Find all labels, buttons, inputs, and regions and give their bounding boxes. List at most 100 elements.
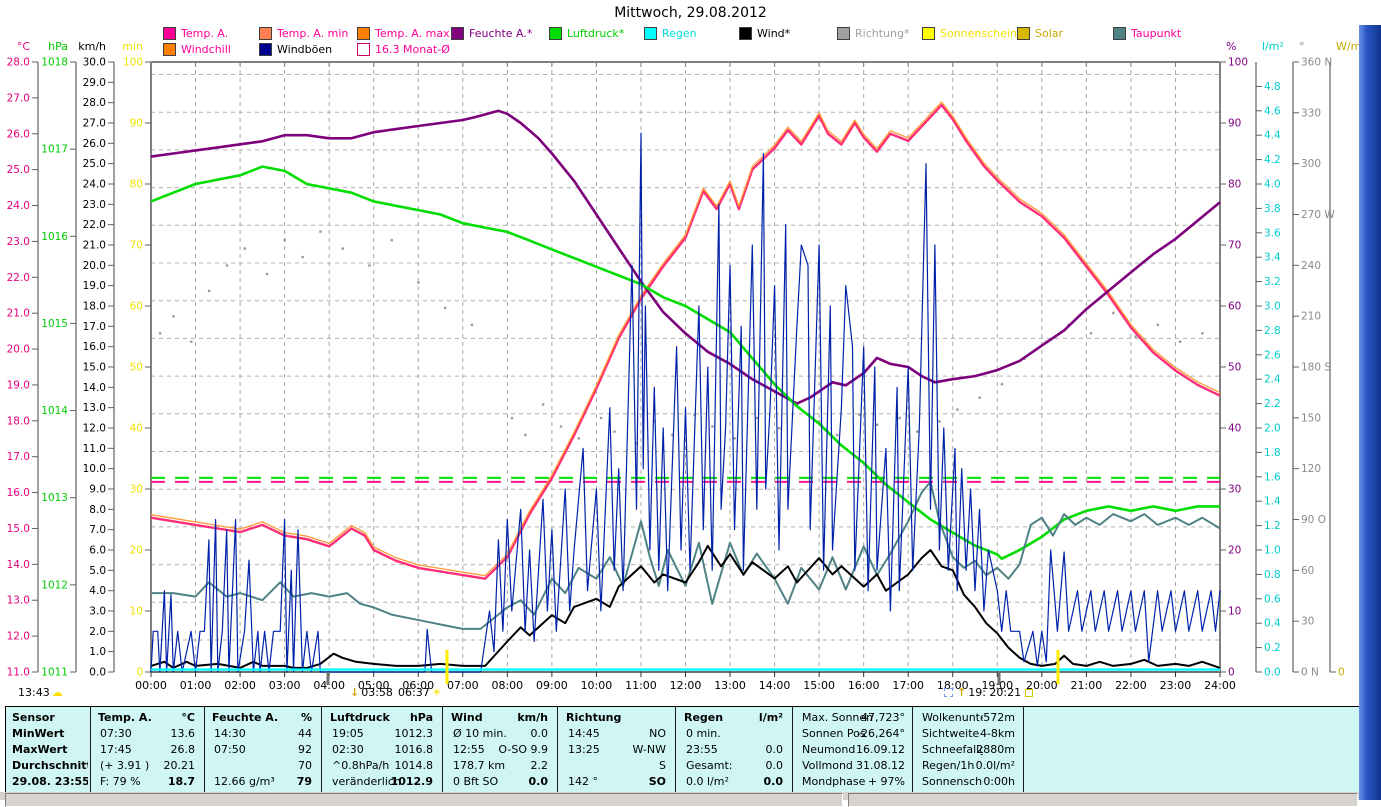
column-header: Feuchte A.	[212, 711, 279, 724]
svg-text:03:00: 03:00	[269, 679, 301, 692]
svg-text:13:00: 13:00	[714, 679, 746, 692]
cell-value: 0.0	[765, 743, 784, 756]
svg-text:1016: 1016	[41, 231, 68, 243]
legend-item-r1-2: Temp. A. max	[357, 27, 450, 40]
row-label: 29.08. 23:55	[12, 775, 88, 788]
svg-text:05:00: 05:00	[358, 679, 390, 692]
svg-text:16.0: 16.0	[83, 341, 106, 353]
svg-text:4.6: 4.6	[1264, 105, 1281, 117]
table-divider	[321, 707, 322, 792]
svg-text:1.0: 1.0	[1264, 545, 1281, 557]
svg-text:21.0: 21.0	[7, 308, 30, 320]
marker-evening: ↑ 19: 20:21	[944, 686, 1034, 699]
svg-text:30: 30	[1228, 484, 1241, 496]
svg-text:5.0: 5.0	[89, 565, 106, 577]
cell-info: 14:30	[214, 727, 246, 740]
svg-text:16:00: 16:00	[848, 679, 880, 692]
svg-text:80: 80	[130, 179, 143, 191]
table-divider	[1023, 707, 1024, 792]
svg-text:0.6: 0.6	[1264, 593, 1281, 605]
svg-text:0: 0	[136, 667, 143, 679]
svg-text:0: 0	[1228, 667, 1235, 679]
svg-text:29.0: 29.0	[83, 77, 106, 89]
cell-value: 572m	[983, 711, 1015, 724]
legend-swatch-icon	[739, 27, 752, 40]
legend-item-r1-4: Luftdruck*	[549, 27, 624, 40]
cell-value: 0.0	[528, 775, 549, 788]
legend-label: Temp. A.	[181, 27, 229, 40]
cell-info: Neumond	[802, 743, 856, 756]
svg-text:23.0: 23.0	[83, 199, 106, 211]
cell-value: 31.08.12	[856, 759, 905, 772]
column-header: Wind	[451, 711, 483, 724]
svg-text:0.8: 0.8	[1264, 569, 1281, 581]
cell-info: 17:45	[100, 743, 132, 756]
cell-info: 0 min.	[686, 727, 721, 740]
cell-info: 02:30	[332, 743, 364, 756]
svg-text:360 N: 360 N	[1301, 57, 1332, 69]
series-0	[150, 103, 1221, 580]
svg-text:210: 210	[1301, 311, 1321, 323]
svg-text:11.0: 11.0	[7, 666, 30, 678]
svg-text:°: °	[1299, 40, 1305, 53]
svg-text:19.0: 19.0	[83, 280, 106, 292]
svg-text:17:00: 17:00	[892, 679, 924, 692]
legend-label: Windchill	[181, 43, 231, 56]
axis-event-marks	[326, 650, 1060, 685]
cell-info: 07:50	[214, 743, 246, 756]
svg-text:19:00: 19:00	[981, 679, 1013, 692]
svg-text:24.0: 24.0	[83, 178, 106, 190]
series-3	[150, 165, 1220, 561]
svg-text:12.0: 12.0	[7, 631, 30, 643]
column-unit: %	[300, 711, 312, 724]
legend-swatch-icon	[1113, 27, 1126, 40]
svg-text:0 N: 0 N	[1301, 666, 1319, 678]
svg-text:40: 40	[1228, 423, 1241, 435]
svg-text:4.0: 4.0	[1264, 179, 1281, 191]
column-unit: km/h	[517, 711, 548, 724]
cell-info: 12.66 g/m³	[214, 775, 275, 788]
legend-swatch-icon	[357, 43, 370, 56]
cell-info: 0.0 l/m²	[686, 775, 729, 788]
svg-text:50: 50	[1228, 362, 1241, 374]
svg-text:%: %	[1226, 40, 1236, 53]
svg-text:20.0: 20.0	[7, 344, 30, 356]
cell-info: veränderlich	[332, 775, 401, 788]
cell-info: 178.7 km	[453, 759, 506, 772]
legend-label: Sonnenschein	[940, 27, 1017, 40]
svg-text:150: 150	[1301, 412, 1321, 424]
cell-value: 1012.3	[394, 727, 434, 740]
svg-text:11:00: 11:00	[625, 679, 657, 692]
svg-text:1011: 1011	[41, 667, 68, 679]
svg-text:1.0: 1.0	[89, 646, 106, 658]
svg-text:14.0: 14.0	[7, 559, 30, 571]
svg-text:4.8: 4.8	[1264, 81, 1281, 93]
svg-text:17.0: 17.0	[7, 451, 30, 463]
legend-item-r1-10: Taupunkt	[1113, 27, 1181, 40]
cell-value: S	[659, 759, 666, 772]
column-header: Luftdruck	[330, 711, 390, 724]
column-header: Temp. A.	[98, 711, 152, 724]
cell-value: + 97%	[867, 775, 905, 788]
legend-label: Luftdruck*	[567, 27, 625, 40]
cell-info: Wolkenunterg	[922, 711, 983, 724]
svg-text:19.0: 19.0	[7, 379, 30, 391]
cell-info: Gesamt:	[686, 759, 733, 772]
svg-text:12.0: 12.0	[83, 422, 106, 434]
legend-swatch-icon	[644, 27, 657, 40]
svg-text:25.0: 25.0	[83, 158, 106, 170]
svg-text:240: 240	[1301, 260, 1321, 272]
legend-label: Solar	[1035, 27, 1064, 40]
table-divider	[557, 707, 558, 792]
svg-text:01:00: 01:00	[180, 679, 212, 692]
svg-text:1.8: 1.8	[1264, 447, 1281, 459]
svg-text:21.0: 21.0	[83, 239, 106, 251]
cell-value: 70	[298, 759, 312, 772]
svg-text:3.0: 3.0	[1264, 301, 1281, 313]
axis-kmh: km/h 30.0 29.0 28.0 27.0 26.0 25.0 24.0 23.0 22.0…	[78, 40, 115, 678]
svg-text:80: 80	[1228, 179, 1241, 191]
cell-value: 0.0l/m²	[975, 759, 1015, 772]
cell-info: 19:05	[332, 727, 364, 740]
